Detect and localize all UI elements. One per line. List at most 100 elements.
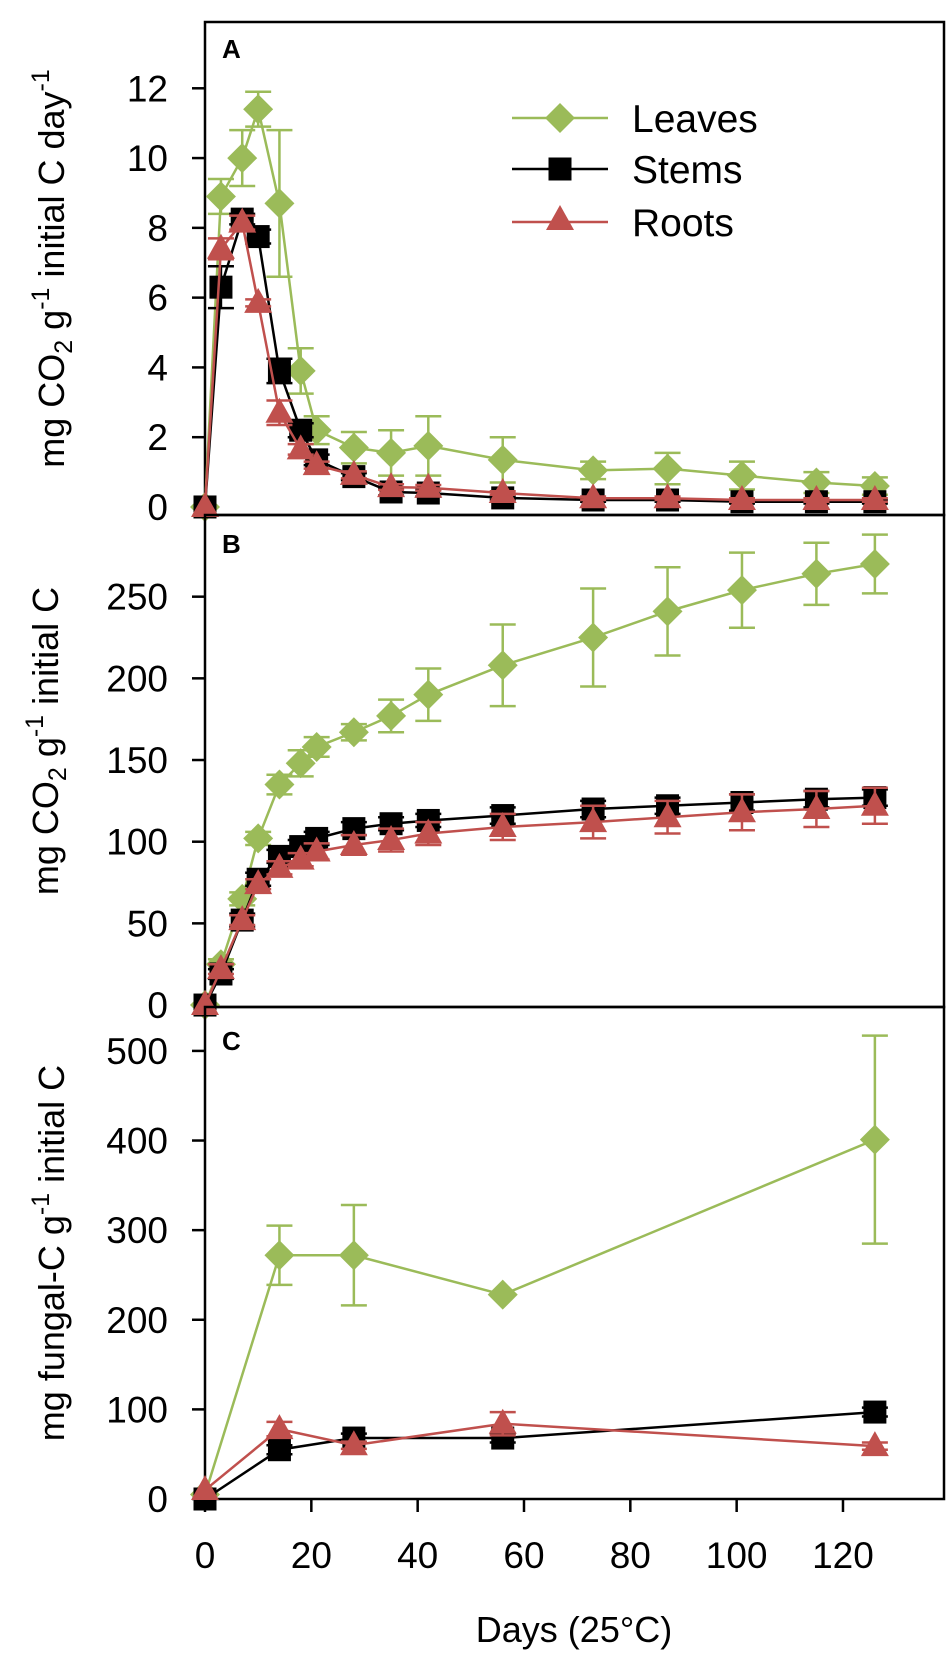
- series-leaves: [190, 533, 890, 1021]
- y-axis-label-part: -1: [21, 715, 49, 737]
- roots-point: [860, 484, 889, 510]
- y-axis-label-part: initial C: [25, 587, 66, 715]
- roots-point: [653, 483, 682, 509]
- roots-point: [265, 397, 294, 423]
- roots-point: [191, 491, 219, 517]
- panel-b: 0 50 100 150 200 250 mg CO2 g-1 initial C B: [21, 513, 946, 1026]
- roots-point: [228, 207, 257, 233]
- series-stems: [193, 786, 888, 1017]
- leaves-point: [301, 731, 332, 762]
- x-tick-label: 40: [397, 1535, 438, 1576]
- y-axis-label-part: 2: [44, 767, 72, 781]
- leaves-point: [264, 769, 295, 800]
- roots-point: [228, 905, 257, 931]
- leaves-line: [203, 562, 876, 1006]
- y-tick-label: 250: [106, 577, 168, 618]
- y-axis-label: mg CO2 g-1 initial C: [21, 587, 72, 895]
- y-tick-label: 0: [147, 985, 168, 1026]
- leaves-point: [859, 1124, 890, 1155]
- y-tick-label: 50: [127, 903, 168, 944]
- legend-item-stems: Stems: [512, 149, 743, 192]
- leaves-point: [859, 549, 890, 580]
- y-axis-label-part: -1: [27, 288, 55, 310]
- roots-point: [339, 1430, 368, 1456]
- y-tick-label: 200: [106, 658, 168, 699]
- roots-line: [203, 219, 875, 508]
- leaves-point: [487, 444, 518, 475]
- y-tick-label: 4: [147, 347, 168, 388]
- roots-point: [860, 790, 889, 816]
- y-axis-label-part: 2: [50, 340, 78, 354]
- roots-point: [206, 954, 235, 980]
- plot-frame: [203, 1005, 946, 1501]
- x-tick-label: 0: [195, 1535, 216, 1576]
- roots-point: [191, 1475, 219, 1501]
- leaves-point: [243, 94, 274, 125]
- y-tick-label: 100: [106, 1389, 168, 1430]
- y-tick-label: 8: [147, 208, 168, 249]
- roots-point: [377, 472, 406, 498]
- leaves-point: [413, 679, 444, 710]
- y-tick-label: 6: [147, 278, 168, 319]
- x-tick-label: 60: [503, 1535, 544, 1576]
- roots-point: [727, 797, 756, 823]
- leaves-point: [578, 455, 609, 486]
- roots-point: [206, 233, 235, 259]
- y-axis-label-part: mg CO: [25, 781, 66, 895]
- legend-diamond-icon: [545, 103, 575, 133]
- leaves-point: [578, 622, 609, 653]
- x-tick-label: 120: [812, 1535, 874, 1576]
- x-tick-label: 100: [706, 1535, 768, 1576]
- x-tick-label: 20: [291, 1535, 332, 1576]
- x-axis-label: Days (25°C): [476, 1609, 672, 1650]
- leaves-point: [285, 748, 316, 779]
- y-tick-label: 100: [106, 822, 168, 863]
- leaves-point: [726, 575, 757, 606]
- roots-point: [265, 1414, 294, 1440]
- legend-label: Roots: [632, 202, 734, 245]
- leaves-point: [227, 143, 258, 174]
- roots-point: [488, 478, 517, 504]
- legend: Leaves Stems Roots: [512, 98, 758, 245]
- leaves-point: [264, 1240, 295, 1271]
- panel-letter: A: [222, 34, 241, 64]
- leaves-point: [801, 558, 832, 589]
- y-axis-label-part: g: [31, 310, 72, 340]
- y-axis-label: mg CO2 g-1 initial C day-1: [27, 69, 78, 468]
- roots-point: [488, 811, 517, 837]
- legend-triangle-icon: [546, 205, 574, 230]
- y-axis-label-part: initial C: [31, 1065, 72, 1193]
- roots-line: [203, 804, 875, 1006]
- roots-point: [339, 829, 368, 855]
- y-tick-label: 400: [106, 1121, 168, 1162]
- leaves-point: [487, 650, 518, 681]
- leaves-point: [726, 460, 757, 491]
- stems-point: [863, 1400, 887, 1424]
- y-tick-label: 200: [106, 1300, 168, 1341]
- panel-letter: C: [222, 1026, 241, 1056]
- roots-line: [204, 1422, 875, 1492]
- roots-point: [302, 836, 331, 862]
- leaves-point: [413, 430, 444, 461]
- roots-point: [265, 852, 294, 878]
- y-tick-label: 150: [106, 740, 168, 781]
- roots-point: [414, 818, 443, 844]
- roots-point: [579, 807, 608, 833]
- legend-item-roots: Roots: [512, 202, 734, 245]
- roots-point: [414, 472, 443, 498]
- series-leaves: [190, 1034, 890, 1510]
- legend-label: Stems: [632, 149, 743, 192]
- y-axis-label-part: -1: [27, 1193, 55, 1215]
- roots-point: [286, 434, 315, 460]
- y-axis-label-part: g: [25, 737, 66, 767]
- leaves-line: [203, 104, 875, 508]
- roots-point: [860, 1431, 889, 1457]
- leaves-point: [487, 1279, 518, 1310]
- stems-point: [289, 418, 313, 442]
- roots-point: [286, 844, 315, 870]
- y-tick-label: 300: [106, 1210, 168, 1251]
- roots-point: [727, 484, 756, 510]
